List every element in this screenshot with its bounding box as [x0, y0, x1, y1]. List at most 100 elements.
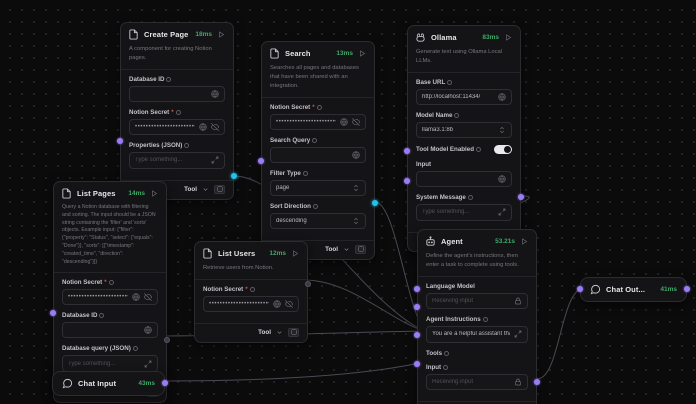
info-icon[interactable]	[467, 194, 473, 200]
input-field[interactable]	[416, 170, 512, 187]
info-icon[interactable]	[482, 316, 488, 322]
output-inspect-button[interactable]	[214, 184, 225, 194]
tool-model-enabled-toggle[interactable]	[494, 144, 512, 154]
language-model-input[interactable]: Receiving input	[426, 292, 528, 309]
info-icon[interactable]	[184, 142, 190, 148]
expand-icon[interactable]	[144, 360, 152, 368]
input-field[interactable]: Receiving input	[426, 373, 528, 390]
search-query-input[interactable]	[270, 146, 366, 163]
node-list-pages[interactable]: List Pages 14ms Query a Notion database …	[50, 181, 170, 404]
globe-icon[interactable]	[132, 293, 140, 302]
node-header[interactable]: Create Page 18ms	[121, 23, 233, 45]
properties-json-input[interactable]: Type something...	[129, 151, 225, 169]
play-icon[interactable]	[358, 49, 367, 58]
globe-icon[interactable]	[340, 118, 348, 126]
info-icon[interactable]	[312, 203, 318, 209]
info-icon[interactable]	[302, 170, 308, 176]
info-icon[interactable]	[132, 346, 138, 352]
play-icon[interactable]	[217, 30, 226, 39]
input-port-language-model[interactable]	[414, 286, 420, 292]
chevron-updown-icon[interactable]	[352, 184, 360, 192]
chevron-updown-icon[interactable]	[498, 126, 506, 134]
play-icon[interactable]	[520, 237, 529, 246]
info-icon[interactable]	[475, 146, 481, 152]
notion-secret-input[interactable]: ••••••••••••••••••••••••••	[129, 118, 225, 135]
expand-icon[interactable]	[211, 156, 219, 164]
database-id-input[interactable]	[129, 85, 225, 102]
play-icon[interactable]	[504, 33, 513, 42]
info-icon[interactable]	[99, 313, 105, 319]
node-list-users[interactable]: List Users 12ms Retrieve users from Noti…	[194, 241, 311, 343]
model-name-select[interactable]: llama3.1:8b	[416, 121, 512, 138]
input-port-search-query[interactable]	[258, 158, 264, 164]
input-port-properties[interactable]	[117, 138, 123, 144]
output-port-tool[interactable]	[164, 337, 170, 343]
output-port-language-model[interactable]	[518, 194, 524, 200]
output-port-message[interactable]	[684, 286, 690, 292]
globe-icon[interactable]	[273, 300, 281, 308]
eye-off-icon[interactable]	[144, 293, 152, 302]
node-header[interactable]: List Pages 14ms	[54, 182, 166, 204]
output-port-response[interactable]	[534, 379, 540, 385]
node-header[interactable]: List Users 12ms	[195, 242, 307, 264]
chevron-updown-icon[interactable]	[352, 217, 360, 225]
output-port-message[interactable]	[162, 380, 168, 386]
output-port-tool[interactable]	[305, 281, 311, 287]
info-icon[interactable]	[447, 79, 453, 85]
chevron-down-icon[interactable]	[343, 246, 350, 253]
info-icon[interactable]	[166, 76, 172, 82]
input-port-input[interactable]	[414, 361, 420, 367]
info-icon[interactable]	[108, 280, 114, 286]
node-chat-output[interactable]: Chat Out... 41ms	[577, 277, 690, 302]
agent-instructions-input[interactable]: You are a helpful assistant that can	[426, 325, 528, 343]
chevron-down-icon[interactable]	[202, 186, 209, 193]
base-url-input[interactable]: http://localhost:11434/	[416, 88, 512, 105]
globe-icon[interactable]	[352, 151, 360, 159]
sort-direction-select[interactable]: descending	[270, 212, 366, 229]
input-port-input[interactable]	[404, 148, 410, 154]
info-icon[interactable]	[175, 109, 181, 115]
info-icon[interactable]	[444, 350, 450, 356]
info-icon[interactable]	[249, 286, 255, 292]
eye-off-icon[interactable]	[285, 300, 293, 308]
globe-icon[interactable]	[144, 326, 152, 335]
node-ollama[interactable]: Ollama 83ms Generate text using Ollama L…	[404, 25, 524, 252]
info-icon[interactable]	[443, 364, 449, 370]
filter-type-select[interactable]: page	[270, 179, 366, 196]
node-agent[interactable]: Agent 53.21s Define the agent's instruct…	[414, 229, 540, 404]
output-port-tool[interactable]	[231, 173, 237, 179]
database-query-input[interactable]: Type something...	[62, 355, 158, 373]
input-port-tools[interactable]	[414, 332, 420, 338]
expand-icon[interactable]	[514, 330, 522, 338]
chevron-down-icon[interactable]	[276, 329, 283, 336]
output-port-tool[interactable]	[372, 200, 378, 206]
globe-icon[interactable]	[199, 123, 207, 131]
node-header[interactable]: Agent 53.21s	[418, 230, 536, 252]
notion-secret-input[interactable]: ••••••••••••••••••••••••••	[270, 113, 366, 130]
globe-icon[interactable]	[498, 175, 506, 183]
play-icon[interactable]	[150, 189, 159, 198]
info-icon[interactable]	[454, 112, 460, 118]
database-id-input[interactable]	[62, 322, 158, 339]
input-port-text[interactable]	[577, 286, 583, 292]
node-create-page[interactable]: Create Page 18ms A component for creatin…	[117, 22, 237, 200]
notion-secret-input[interactable]: ••••••••••••••••••••••••••	[62, 289, 158, 306]
node-header[interactable]: Ollama 83ms	[408, 26, 520, 48]
play-icon[interactable]	[291, 249, 300, 258]
expand-icon[interactable]	[498, 208, 506, 216]
node-header[interactable]: Search 13ms	[262, 42, 374, 64]
eye-off-icon[interactable]	[352, 118, 360, 126]
info-icon[interactable]	[316, 104, 322, 110]
output-inspect-button[interactable]	[355, 244, 366, 254]
info-icon[interactable]	[312, 137, 318, 143]
output-inspect-button[interactable]	[288, 327, 299, 337]
input-port-agent-instructions[interactable]	[414, 304, 420, 310]
eye-off-icon[interactable]	[211, 123, 219, 131]
node-chat-input[interactable]: Chat Input 43ms	[52, 371, 168, 396]
node-search[interactable]: Search 13ms Searches all pages and datab…	[258, 41, 378, 260]
input-port-system-message[interactable]	[404, 178, 410, 184]
system-message-input[interactable]: Type something...	[416, 203, 512, 221]
input-port-database-query[interactable]	[50, 310, 56, 316]
globe-icon[interactable]	[211, 90, 219, 98]
